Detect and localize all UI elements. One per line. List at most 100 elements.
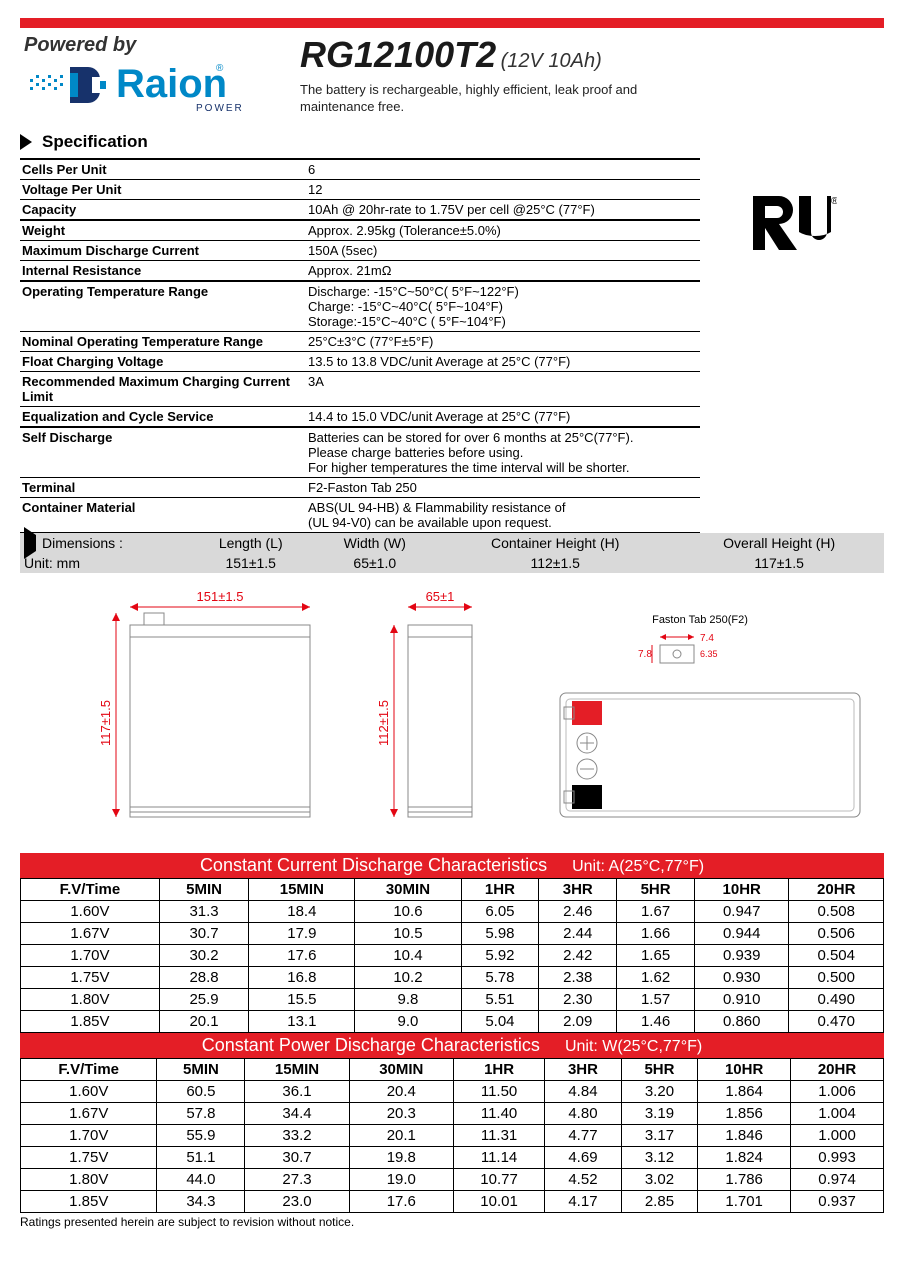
table-cell: 0.504 <box>789 945 884 967</box>
spec-value: 25°C±3°C (77°F±5°F) <box>306 332 700 352</box>
brand-sub: POWER <box>196 103 244 114</box>
spec-value: F2-Faston Tab 250 <box>306 478 700 498</box>
table-cell: 1.66 <box>617 923 695 945</box>
svg-text:151±1.5: 151±1.5 <box>197 589 244 604</box>
spec-key: Capacity <box>20 200 306 221</box>
table-cell: 1.60V <box>21 1081 157 1103</box>
spec-key: Maximum Discharge Current <box>20 241 306 261</box>
spec-key: Recommended Maximum Charging Current Lim… <box>20 372 306 407</box>
certification-mark: ® <box>700 158 884 263</box>
table-cell: 2.44 <box>539 923 617 945</box>
dimensions-table: Dimensions : Length (L) Width (W) Contai… <box>20 533 884 573</box>
dim-unit-label: Unit: mm <box>20 553 188 573</box>
table-cell: 10.6 <box>355 901 461 923</box>
table-cell: 1.846 <box>698 1125 791 1147</box>
spec-value: Approx. 21mΩ <box>306 261 700 282</box>
table-cell: 1.70V <box>21 945 160 967</box>
table-cell: 11.31 <box>453 1125 544 1147</box>
brand-name: Raion <box>116 62 227 106</box>
table-cell: 1.701 <box>698 1191 791 1213</box>
table-cell: 11.50 <box>453 1081 544 1103</box>
footer-note: Ratings presented herein are subject to … <box>20 1215 884 1229</box>
table-header: 15MIN <box>249 879 355 901</box>
table-cell: 1.65 <box>617 945 695 967</box>
table-cell: 11.40 <box>453 1103 544 1125</box>
table-cell: 34.4 <box>245 1103 349 1125</box>
table-header: 30MIN <box>355 879 461 901</box>
table-cell: 0.930 <box>694 967 788 989</box>
svg-text:7.4: 7.4 <box>700 633 714 644</box>
spec-key: Equalization and Cycle Service <box>20 407 306 428</box>
svg-text:7.8: 7.8 <box>638 649 652 660</box>
table-cell: 10.01 <box>453 1191 544 1213</box>
table-cell: 2.42 <box>539 945 617 967</box>
model-subtitle: (12V 10Ah) <box>501 50 602 72</box>
dim-header-overall-height: Overall Height (H) <box>674 533 884 553</box>
table-cell: 1.57 <box>617 989 695 1011</box>
svg-text:6.35: 6.35 <box>700 649 718 659</box>
table-cell: 4.80 <box>545 1103 622 1125</box>
table-cell: 1.67V <box>21 923 160 945</box>
table-cell: 18.4 <box>249 901 355 923</box>
spec-key: Voltage Per Unit <box>20 180 306 200</box>
table-cell: 30.7 <box>159 923 248 945</box>
spec-key: Nominal Operating Temperature Range <box>20 332 306 352</box>
table-cell: 2.46 <box>539 901 617 923</box>
table-cell: 13.1 <box>249 1011 355 1033</box>
spec-key: Internal Resistance <box>20 261 306 282</box>
table-cell: 3.17 <box>621 1125 698 1147</box>
table-header: 5HR <box>621 1059 698 1081</box>
table-cell: 0.944 <box>694 923 788 945</box>
table-cell: 57.8 <box>157 1103 245 1125</box>
dimension-diagrams: 151±1.5 117±1.5 65±1 <box>20 583 884 853</box>
table-cell: 44.0 <box>157 1169 245 1191</box>
table-cell: 0.506 <box>789 923 884 945</box>
dim-value-width: 65±1.0 <box>313 553 436 573</box>
table-header: 3HR <box>539 879 617 901</box>
table-cell: 9.8 <box>355 989 461 1011</box>
table-cell: 5.98 <box>461 923 539 945</box>
table-cell: 10.5 <box>355 923 461 945</box>
spec-value: 13.5 to 13.8 VDC/unit Average at 25°C (7… <box>306 352 700 372</box>
table-cell: 3.19 <box>621 1103 698 1125</box>
svg-text:65±1: 65±1 <box>426 589 455 604</box>
triangle-icon <box>20 134 32 150</box>
table-cell: 1.67 <box>617 901 695 923</box>
table-cell: 1.60V <box>21 901 160 923</box>
desc-line-2: maintenance free. <box>300 99 404 114</box>
raion-logo: Raion ® POWER <box>20 53 250 123</box>
dim-header-width: Width (W) <box>313 533 436 553</box>
table-cell: 1.006 <box>791 1081 884 1103</box>
table-cell: 17.9 <box>249 923 355 945</box>
table-cell: 1.70V <box>21 1125 157 1147</box>
dim-value-overall-height: 117±1.5 <box>674 553 884 573</box>
table-cell: 5.78 <box>461 967 539 989</box>
discharge-current-header: Constant Current Discharge Characteristi… <box>20 853 884 878</box>
dc-title: Constant Current Discharge Characteristi… <box>200 855 547 875</box>
table-cell: 34.3 <box>157 1191 245 1213</box>
table-cell: 0.974 <box>791 1169 884 1191</box>
spec-key: Terminal <box>20 478 306 498</box>
dim-value-length: 151±1.5 <box>188 553 313 573</box>
table-cell: 1.786 <box>698 1169 791 1191</box>
dp-title: Constant Power Discharge Characteristics <box>202 1035 540 1055</box>
specification-heading: Specification <box>20 132 884 152</box>
dim-header-length: Length (L) <box>188 533 313 553</box>
table-cell: 4.52 <box>545 1169 622 1191</box>
table-header: 20HR <box>789 879 884 901</box>
table-cell: 1.85V <box>21 1191 157 1213</box>
table-header: F.V/Time <box>21 1059 157 1081</box>
table-cell: 30.7 <box>245 1147 349 1169</box>
table-cell: 20.4 <box>349 1081 453 1103</box>
table-cell: 0.470 <box>789 1011 884 1033</box>
table-cell: 15.5 <box>249 989 355 1011</box>
discharge-power-header: Constant Power Discharge Characteristics… <box>20 1033 884 1058</box>
table-cell: 4.17 <box>545 1191 622 1213</box>
table-cell: 5.04 <box>461 1011 539 1033</box>
table-cell: 0.939 <box>694 945 788 967</box>
table-cell: 3.12 <box>621 1147 698 1169</box>
table-header: 5HR <box>617 879 695 901</box>
table-cell: 4.77 <box>545 1125 622 1147</box>
title-block: RG12100T2 (12V 10Ah) The battery is rech… <box>280 34 884 116</box>
header: Powered by Raion ® POW <box>20 34 884 128</box>
